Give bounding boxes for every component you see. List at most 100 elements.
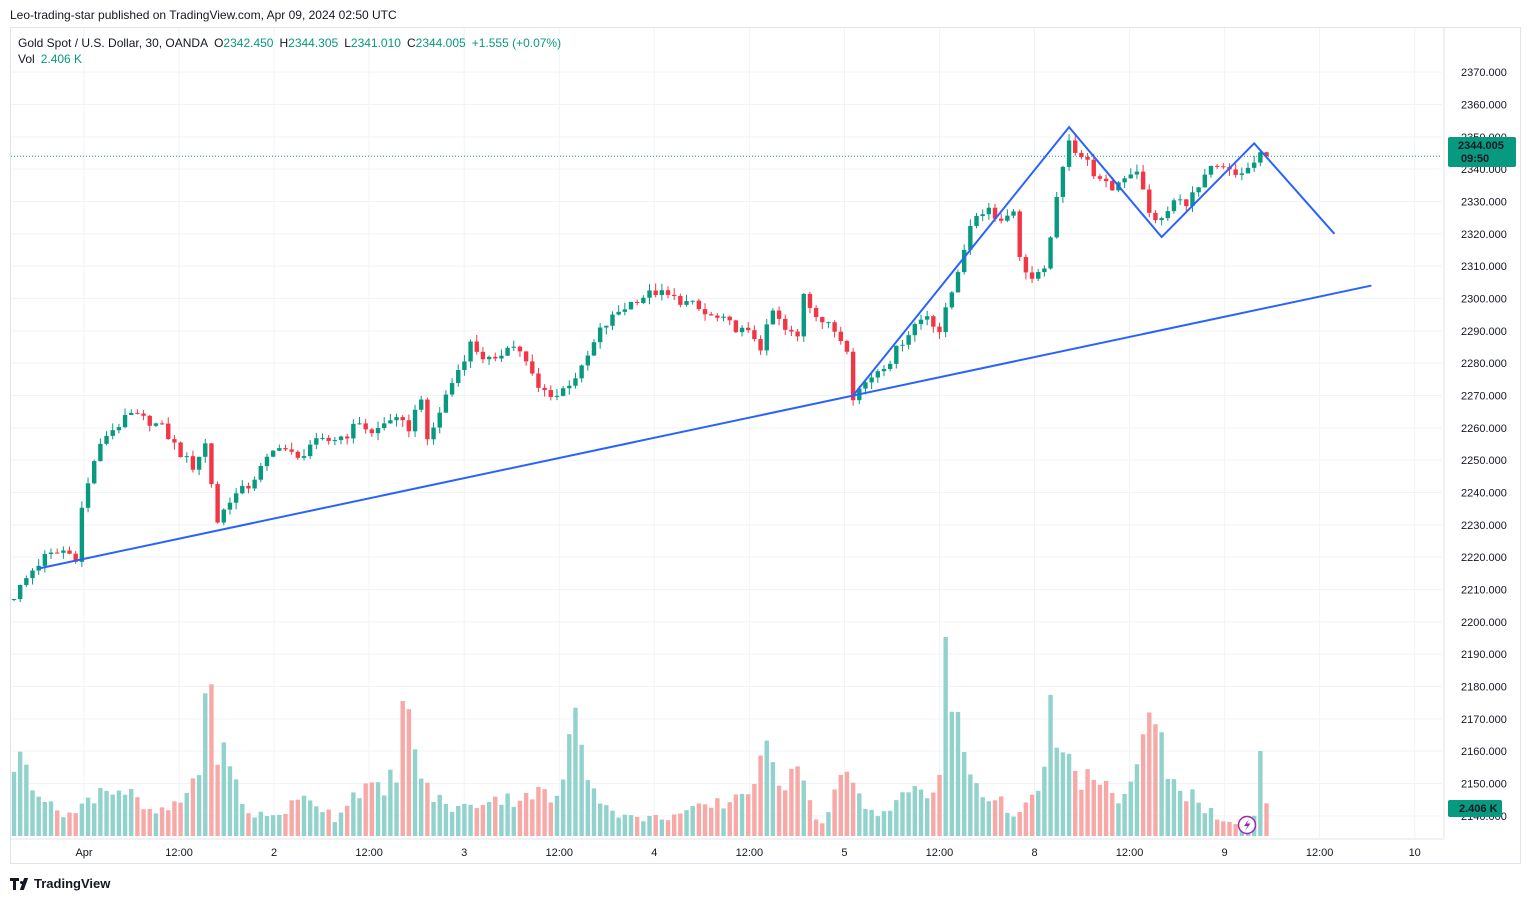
candle-body <box>597 327 603 343</box>
candle-body <box>999 218 1004 221</box>
grid <box>11 28 1442 838</box>
candle-body <box>789 329 794 332</box>
candle-body <box>1245 167 1251 174</box>
candle-body <box>943 307 948 332</box>
volume-bar <box>776 785 782 836</box>
candle-body <box>795 331 800 337</box>
volume-bar <box>813 819 819 836</box>
volume-bar <box>900 792 905 836</box>
candle-body <box>1159 218 1164 221</box>
candle-body <box>1097 176 1103 179</box>
volume-bar <box>1202 813 1208 836</box>
lightning-icon[interactable] <box>1237 815 1257 835</box>
candle-body <box>394 417 399 421</box>
candle-body <box>147 415 152 426</box>
volume-bar <box>116 790 122 836</box>
candle-body <box>221 509 226 523</box>
candle-body <box>1085 157 1090 160</box>
candle-body <box>665 290 671 295</box>
volume-bar <box>221 742 226 836</box>
volume-label[interactable]: Vol <box>18 52 35 66</box>
volume-bar <box>1042 766 1047 836</box>
volume-bar <box>412 749 418 836</box>
chart-frame[interactable] <box>10 27 1521 864</box>
candle-body <box>813 307 819 318</box>
volume-bar <box>992 800 998 836</box>
time-tick-label: 12:00 <box>1306 847 1334 859</box>
candle-body <box>530 361 535 374</box>
volume-bar <box>1097 784 1103 836</box>
close-value: 2344.005 <box>415 36 466 50</box>
volume-bar <box>1140 734 1146 836</box>
volume-bar <box>338 812 344 836</box>
volume-bar <box>764 740 769 836</box>
low-value: 2341.010 <box>350 36 401 50</box>
candle-body <box>721 316 726 318</box>
candle-body <box>116 427 122 431</box>
volume-bar <box>172 801 177 836</box>
candle-body <box>1202 174 1208 188</box>
volume-bar <box>869 809 874 836</box>
price-tick-label: 2260.000 <box>1461 423 1507 435</box>
volume-bar <box>1128 781 1133 836</box>
volume-bar <box>820 823 825 836</box>
volume-bar <box>61 817 66 836</box>
candle-body <box>900 344 905 346</box>
volume-bar <box>591 788 597 836</box>
candle-body <box>523 351 529 362</box>
volume-bar <box>122 794 128 836</box>
volume-bar <box>567 734 572 836</box>
volume-bar <box>1159 732 1164 836</box>
candle-body <box>826 322 831 324</box>
candle-body <box>443 394 449 413</box>
volume-bar <box>789 768 794 836</box>
volume-bar <box>258 811 263 836</box>
volume-bar <box>844 771 850 836</box>
volume-bar <box>949 711 955 836</box>
candle-body <box>363 423 368 430</box>
candle-body <box>369 429 375 434</box>
volume-bar <box>1184 801 1189 836</box>
volume-bar <box>1116 803 1121 836</box>
volume-bar <box>542 789 547 836</box>
volume-bar <box>924 798 930 836</box>
candle-body <box>419 399 424 410</box>
candle-body <box>918 319 924 325</box>
volume-bar <box>1171 779 1177 836</box>
volume-bar <box>209 684 214 836</box>
candle-body <box>622 309 628 312</box>
volume-bar <box>443 804 449 836</box>
candle-body <box>1208 165 1214 175</box>
candle-body <box>585 355 591 366</box>
volume-bar <box>431 802 436 836</box>
volume-bar <box>54 810 60 836</box>
volume-bar <box>196 775 202 836</box>
candle-body <box>1036 272 1041 279</box>
candle-body <box>246 485 251 489</box>
trendline-drawing <box>38 284 1372 570</box>
candle-body <box>48 552 54 555</box>
volume-bar <box>474 808 479 836</box>
volume-bar <box>92 803 97 836</box>
candle-body <box>135 412 140 414</box>
volume-bar <box>690 806 695 836</box>
symbol-label[interactable]: Gold Spot / U.S. Dollar, 30, OANDA <box>18 36 209 50</box>
time-axis: Apr 12:00 2 12:00 3 12:00 4 12:00 5 12:00 8 12:00 9 1… <box>11 838 1444 859</box>
volume-bar <box>912 786 918 836</box>
volume-bar <box>42 801 48 836</box>
price-tick-label: 2170.000 <box>1461 714 1507 726</box>
footer-brand[interactable]: TradingView <box>10 876 110 891</box>
volume-bar <box>1208 808 1214 836</box>
candle-body <box>801 293 806 337</box>
candle-body <box>474 341 479 352</box>
candle-body <box>73 553 78 562</box>
candle-body <box>400 417 405 421</box>
volume-bar <box>314 806 319 836</box>
candle-body <box>937 326 942 332</box>
volume-bar <box>665 820 671 836</box>
candle-body <box>425 399 430 440</box>
volume-bar <box>511 806 516 836</box>
price-tick-label: 2210.000 <box>1461 585 1507 597</box>
volume-bar <box>344 805 350 836</box>
